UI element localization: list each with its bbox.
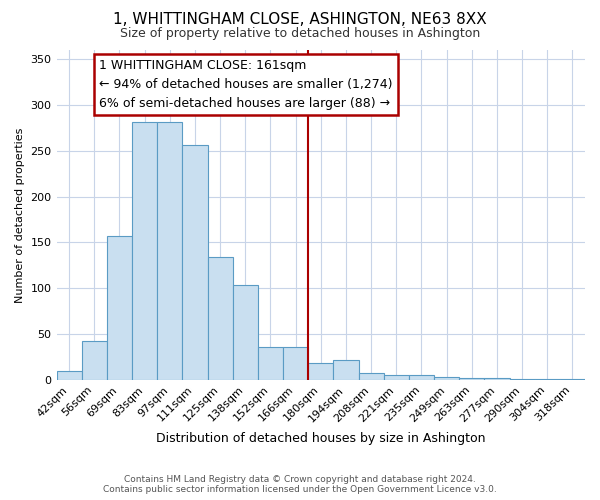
Bar [560,379,585,380]
Bar [535,379,560,380]
X-axis label: Distribution of detached houses by size in Ashington: Distribution of detached houses by size … [156,432,485,445]
Bar [56,370,82,380]
Bar [359,374,383,380]
Bar [383,375,409,380]
Bar [258,347,283,380]
Bar [208,257,233,380]
Bar [459,378,484,380]
Text: Size of property relative to detached houses in Ashington: Size of property relative to detached ho… [120,28,480,40]
Bar [82,342,107,380]
Bar [308,364,334,380]
Bar [157,122,182,380]
Bar [409,375,434,380]
Bar [434,377,459,380]
Text: 1, WHITTINGHAM CLOSE, ASHINGTON, NE63 8XX: 1, WHITTINGHAM CLOSE, ASHINGTON, NE63 8X… [113,12,487,28]
Y-axis label: Number of detached properties: Number of detached properties [15,127,25,302]
Bar [484,378,509,380]
Bar [182,146,208,380]
Bar [233,286,258,380]
Text: 1 WHITTINGHAM CLOSE: 161sqm
← 94% of detached houses are smaller (1,274)
6% of s: 1 WHITTINGHAM CLOSE: 161sqm ← 94% of det… [100,59,393,110]
Text: Contains HM Land Registry data © Crown copyright and database right 2024.
Contai: Contains HM Land Registry data © Crown c… [103,474,497,494]
Bar [334,360,359,380]
Bar [132,122,157,380]
Bar [509,379,535,380]
Bar [283,347,308,380]
Bar [107,236,132,380]
